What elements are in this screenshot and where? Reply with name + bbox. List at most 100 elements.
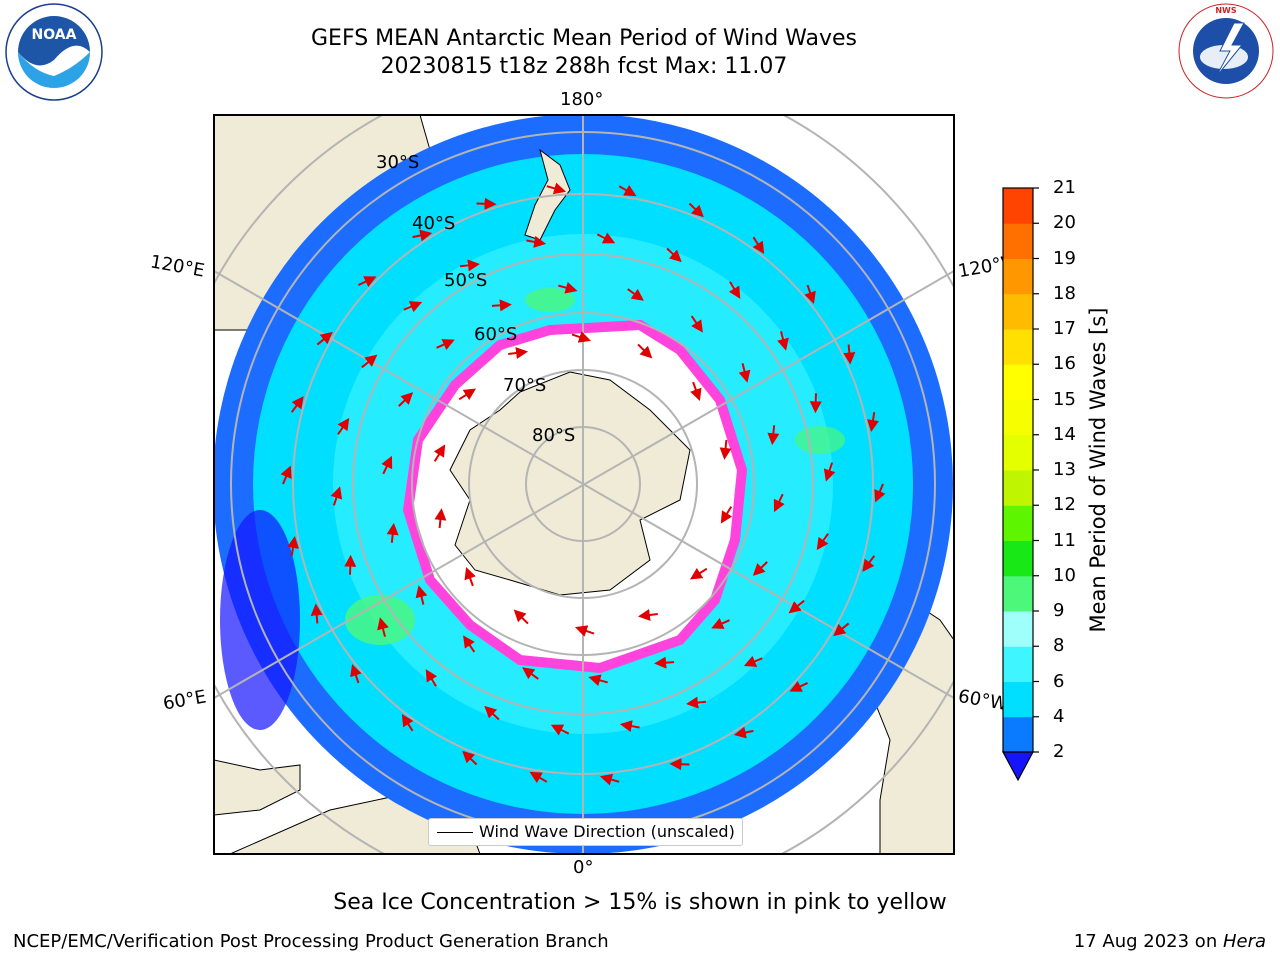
lat-label-30s: 30°S (376, 152, 420, 173)
wind-wave-arrow (619, 720, 640, 733)
colorbar-tick-label: 11 (1053, 529, 1076, 551)
lon-label-0: 0° (573, 857, 594, 878)
legend-line-swatch (437, 832, 473, 833)
wind-wave-arrow (381, 455, 393, 475)
wind-wave-arrow (689, 567, 708, 580)
wind-wave-arrow (789, 680, 808, 692)
wind-wave-arrow (280, 465, 292, 485)
wind-wave-arrow (867, 412, 879, 432)
wind-wave-arrow (377, 617, 389, 637)
wind-wave-arrow (688, 202, 704, 218)
wind-wave-arrow (843, 344, 856, 365)
wind-wave-arrow (386, 522, 399, 543)
wind-wave-arrow (316, 331, 333, 346)
colorbar-swatch (1003, 611, 1033, 647)
wind-wave-arrow (529, 771, 548, 784)
noaa-logo: NOAA (5, 3, 103, 101)
wind-wave-arrow (491, 299, 512, 312)
wind-wave-arrow (433, 444, 446, 462)
wind-wave-arrow (618, 184, 637, 197)
colorbar-swatch (1003, 716, 1033, 753)
colorbar-label: Mean Period of Wind Waves [s] (1086, 307, 1110, 633)
wind-wave-arrow (476, 197, 497, 210)
wind-wave-arrow (571, 331, 591, 343)
lat-label-80s: 80°S (532, 425, 576, 446)
wind-wave-arrow (862, 555, 876, 572)
lat-label-70s: 70°S (503, 375, 547, 396)
wind-wave-arrow (508, 347, 529, 359)
lat-label-50s: 50°S (444, 270, 488, 291)
antarctica-land (449, 371, 691, 596)
wind-wave-arrow (484, 705, 500, 721)
wind-wave-arrow (412, 229, 433, 242)
wind-wave-arrow (816, 533, 829, 551)
wind-wave-arrow (627, 288, 644, 301)
wind-wave-arrow (788, 599, 805, 614)
wind-wave-arrow (434, 508, 447, 529)
wind-wave-arrow (804, 284, 816, 305)
wind-wave-arrow (588, 674, 608, 687)
colorbar-swatch (1003, 540, 1033, 577)
wind-wave-arrow (654, 656, 675, 669)
wind-wave-arrow (290, 396, 304, 413)
map-legend: Wind Wave Direction (unscaled) (428, 818, 743, 846)
colorbar-tick-label: 16 (1053, 353, 1076, 375)
wind-wave-arrow (337, 417, 350, 435)
wind-wave-arrow (777, 331, 789, 351)
wind-wave-arrow (513, 609, 529, 625)
wind-wave-arrow (711, 617, 730, 629)
colorbar-tick-label: 8 (1053, 635, 1065, 657)
wind-wave-arrow (690, 381, 702, 401)
wind-wave-arrow (719, 439, 732, 460)
lat-label-40s: 40°S (412, 213, 456, 234)
wind-wave-arrow (733, 726, 754, 739)
chart-subtitle: 20230815 t18z 288h fcst Max: 11.07 (380, 54, 788, 79)
noaa-logo-text: NOAA (32, 27, 77, 43)
colorbar-swatch (1003, 258, 1033, 295)
colorbar-tick-label: 20 (1053, 212, 1076, 234)
wind-wave-arrow (550, 724, 570, 736)
wind-wave-arrow (575, 625, 595, 637)
colorbar-tick-label: 17 (1053, 318, 1076, 339)
colorbar-swatch (1003, 188, 1033, 224)
wind-wave-arrow (666, 247, 682, 263)
colorbar-swatch (1003, 364, 1033, 400)
wind-wave-arrow (874, 483, 886, 503)
colorbar-tick-label: 14 (1053, 423, 1076, 445)
wind-wave-arrow (287, 536, 299, 556)
wind-wave-arrow (767, 425, 780, 446)
colorbar-tick-label: 13 (1053, 459, 1076, 480)
colorbar-tick-label: 4 (1053, 705, 1065, 727)
wind-wave-arrow (669, 758, 690, 771)
wind-wave-arrow (637, 343, 653, 359)
wind-wave-arrow (690, 315, 703, 333)
colorbar (1001, 187, 1039, 782)
wind-wave-arrow (458, 388, 477, 401)
colorbar-swatch (1003, 223, 1033, 259)
wind-wave-arrow (459, 259, 480, 272)
wind-wave-arrow (833, 622, 850, 637)
colorbar-tick-label: 6 (1053, 670, 1065, 692)
wind-wave-arrow (738, 363, 751, 383)
colorbar-swatch (1003, 681, 1033, 718)
colorbar-swatch (1003, 399, 1033, 436)
colorbar-swatch (1003, 505, 1033, 541)
wind-wave-arrow (637, 609, 658, 621)
colorbar-tick-label: 10 (1053, 564, 1076, 586)
wind-wave-arrow (752, 561, 768, 576)
run-date: 17 Aug 2023 on Hera (1073, 931, 1266, 952)
wind-wave-arrow (686, 696, 707, 709)
map-frame (213, 114, 955, 855)
legend-label: Wind Wave Direction (unscaled) (479, 822, 735, 841)
chart-title: GEFS MEAN Antarctic Mean Period of Wind … (311, 26, 857, 51)
colorbar-swatch (1003, 293, 1033, 330)
lat-label-60s: 60°S (474, 324, 518, 345)
wind-wave-arrow (436, 339, 455, 351)
colorbar-swatch (1003, 329, 1033, 365)
credit-text: NCEP/EMC/Verification Post Processing Pr… (13, 931, 609, 952)
colorbar-tick-label: 2 (1053, 741, 1065, 762)
wind-wave-arrow (358, 276, 377, 288)
wind-wave-arrow (463, 635, 476, 653)
wind-wave-arrow (330, 486, 343, 506)
